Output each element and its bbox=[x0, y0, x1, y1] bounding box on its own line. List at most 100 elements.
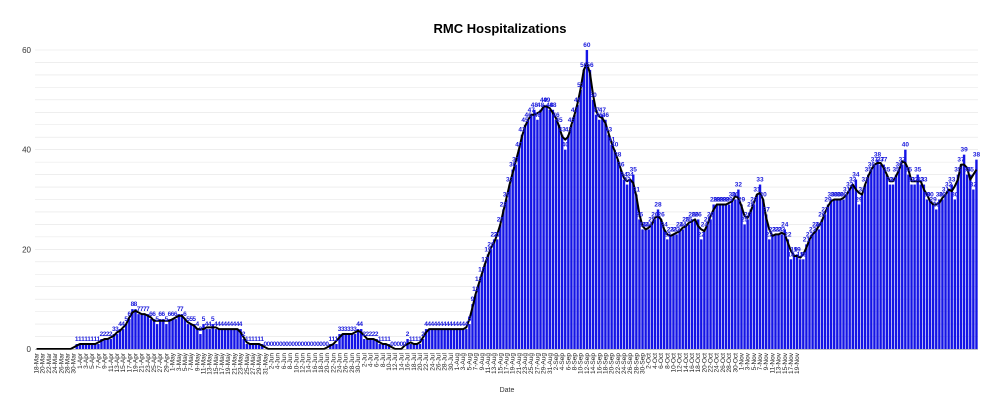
data-label: 19 bbox=[484, 246, 492, 253]
data-label: 7 bbox=[143, 306, 147, 313]
bar bbox=[950, 184, 953, 349]
x-tick-label: 16-Oct bbox=[689, 353, 696, 373]
bar bbox=[539, 109, 542, 349]
bar bbox=[690, 219, 694, 349]
bar bbox=[854, 179, 858, 349]
x-tick-label: 30-Oct bbox=[732, 353, 739, 373]
bar bbox=[601, 114, 604, 350]
bar bbox=[128, 319, 131, 349]
x-tick-label: 24-Sep bbox=[621, 353, 628, 374]
x-tick-label: 18-Mar bbox=[34, 352, 41, 373]
bar bbox=[415, 344, 419, 349]
bar bbox=[245, 344, 248, 349]
bar bbox=[254, 344, 258, 349]
x-tick-label: 7-May bbox=[188, 352, 195, 371]
bar bbox=[755, 194, 759, 349]
bar bbox=[462, 329, 465, 349]
x-tick-label: 1-Apr bbox=[77, 352, 84, 369]
x-tick-label: 26-Oct bbox=[720, 353, 727, 373]
bar bbox=[734, 199, 737, 349]
data-label: 2 bbox=[406, 331, 410, 338]
data-label: 32 bbox=[846, 182, 854, 189]
data-label: 30 bbox=[936, 192, 944, 199]
bar bbox=[223, 329, 227, 349]
data-label: 18 bbox=[800, 251, 808, 258]
data-label: 4 bbox=[196, 321, 200, 328]
bar bbox=[919, 184, 923, 349]
bar bbox=[598, 119, 601, 350]
bar bbox=[489, 249, 493, 349]
x-tick-label: 20-Mar bbox=[40, 352, 47, 373]
data-label: 2 bbox=[362, 331, 366, 338]
data-label: 4 bbox=[437, 321, 441, 328]
data-label: 0 bbox=[267, 341, 271, 348]
data-label: 40 bbox=[515, 142, 523, 149]
data-label: 4 bbox=[214, 321, 218, 328]
bar bbox=[931, 204, 935, 349]
x-tick-label: 3-Apr bbox=[83, 352, 90, 369]
data-label: 36 bbox=[617, 162, 625, 169]
data-label: 27 bbox=[821, 206, 829, 213]
data-label: 0 bbox=[313, 341, 317, 348]
bar bbox=[570, 124, 573, 349]
bar bbox=[502, 209, 505, 349]
data-label: 1 bbox=[93, 336, 97, 343]
bar bbox=[777, 234, 780, 349]
x-tick-label: 15-Apr bbox=[120, 352, 127, 372]
x-tick-label: 18-Oct bbox=[695, 353, 702, 373]
data-label: 5 bbox=[155, 316, 159, 323]
bar bbox=[511, 169, 514, 349]
data-label: 3 bbox=[112, 326, 116, 333]
bar bbox=[526, 119, 530, 350]
bar bbox=[233, 329, 236, 349]
bar bbox=[248, 344, 252, 349]
bar bbox=[712, 204, 715, 349]
data-label: 1 bbox=[245, 336, 249, 343]
data-label: 43 bbox=[605, 127, 613, 134]
bar bbox=[468, 324, 471, 349]
x-tick-label: 9-May bbox=[194, 352, 201, 371]
data-label: 36 bbox=[896, 162, 904, 169]
bar bbox=[666, 239, 669, 349]
bar bbox=[808, 239, 811, 349]
data-label: 30 bbox=[840, 192, 848, 199]
x-tick-label: 14-Jun bbox=[306, 353, 313, 373]
bar bbox=[165, 324, 168, 349]
data-label: 49 bbox=[540, 97, 548, 104]
data-label: 26 bbox=[818, 211, 826, 218]
data-label: 29 bbox=[716, 196, 724, 203]
bar bbox=[805, 244, 808, 349]
bar bbox=[449, 329, 453, 349]
x-tick-label: 11-Apr bbox=[108, 352, 115, 372]
data-label: 7 bbox=[180, 306, 184, 313]
data-label: 30 bbox=[834, 192, 842, 199]
data-label: 13 bbox=[475, 276, 483, 283]
bar bbox=[925, 199, 929, 349]
x-tick-label: 13-Nov bbox=[776, 352, 783, 374]
data-label: 3 bbox=[347, 326, 351, 333]
x-tick-label: 5-Aug bbox=[466, 353, 473, 371]
bar bbox=[625, 184, 629, 349]
data-label: 1 bbox=[260, 336, 264, 343]
bar bbox=[585, 50, 589, 349]
bar bbox=[604, 119, 607, 350]
data-label: 2 bbox=[372, 331, 376, 338]
data-label: 6 bbox=[174, 311, 178, 318]
x-tick-label: 10-Jun bbox=[293, 353, 300, 373]
data-label: 2 bbox=[100, 331, 104, 338]
data-label: 20 bbox=[487, 241, 495, 248]
data-label: 60 bbox=[583, 42, 591, 49]
data-label: 27 bbox=[763, 206, 771, 213]
bar bbox=[486, 254, 490, 349]
bar bbox=[171, 319, 174, 349]
bar bbox=[149, 319, 153, 349]
bar bbox=[910, 184, 913, 349]
data-label: 24 bbox=[676, 221, 684, 228]
data-label: 4 bbox=[430, 321, 434, 328]
data-label: 1 bbox=[387, 336, 391, 343]
bars bbox=[75, 50, 978, 350]
data-label: 4 bbox=[205, 321, 209, 328]
x-tick-label: 16-Jul bbox=[405, 352, 412, 370]
data-label: 24 bbox=[812, 221, 820, 228]
